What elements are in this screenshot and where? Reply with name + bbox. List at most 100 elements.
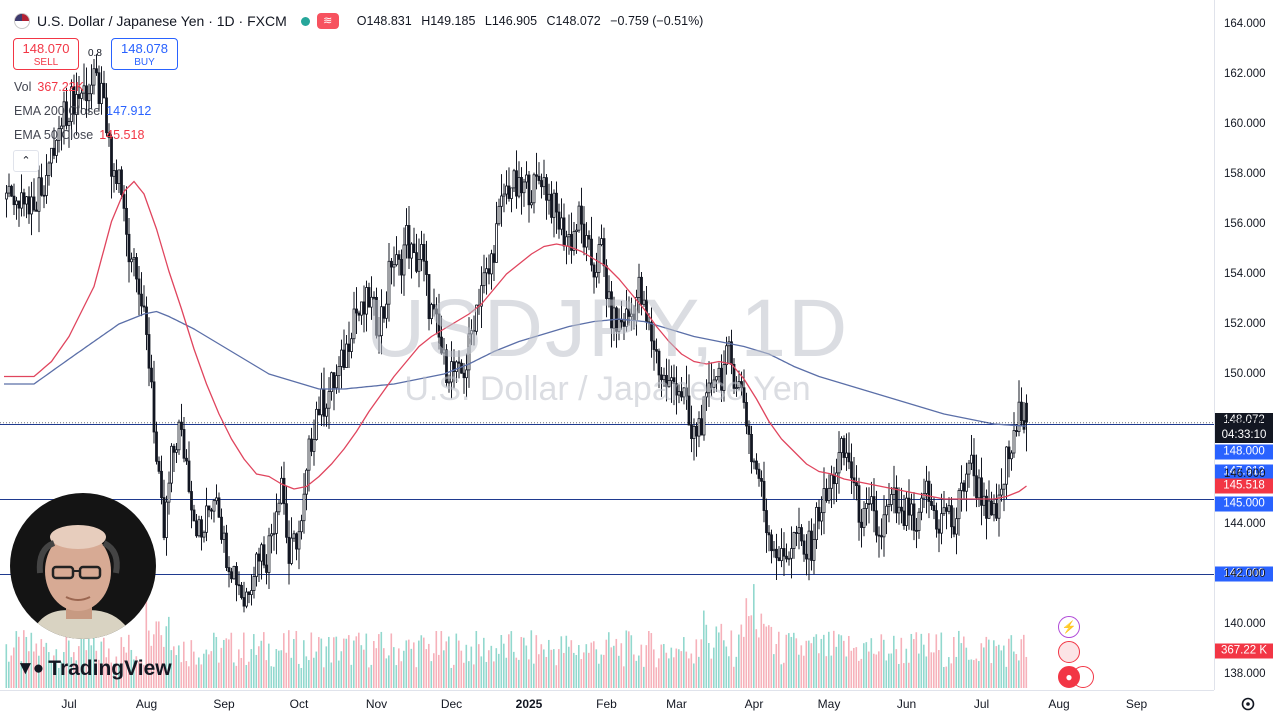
candle-body: [42, 194, 46, 197]
candle-body: [712, 379, 716, 388]
candle-body: [80, 92, 83, 99]
sell-label: SELL: [33, 57, 59, 68]
candle-body: [730, 341, 733, 365]
volume-bar: [713, 647, 715, 688]
volume-bar: [150, 645, 153, 688]
time-tick-label: Jul: [61, 697, 77, 711]
volume-bar: [120, 637, 123, 688]
candle-body: [17, 200, 21, 209]
indicator-volume[interactable]: Vol 367.22K: [14, 80, 84, 94]
candle-body: [480, 285, 483, 307]
candle-body: [570, 234, 573, 251]
volume-bar: [333, 637, 335, 688]
volume-bar: [950, 663, 953, 688]
change-value: −0.759 (−0.51%): [610, 14, 704, 28]
market-open-status-icon[interactable]: [300, 16, 310, 26]
replay-wave-icon[interactable]: ≋: [316, 13, 339, 29]
candle-body: [775, 548, 778, 559]
time-tick-label: Mar: [666, 697, 687, 711]
volume-bar: [258, 646, 260, 688]
volume-bar: [638, 655, 640, 688]
volume-bar: [265, 660, 268, 688]
volume-bar: [48, 652, 50, 688]
open-value: 148.831: [366, 14, 412, 28]
volume-bar: [15, 631, 18, 688]
volume-bar: [23, 630, 25, 688]
volume-bar: [565, 635, 568, 688]
volume-bar: [873, 653, 875, 688]
moving-averages: [0, 180, 1214, 500]
volume-bar: [425, 649, 428, 688]
indicator-ema200[interactable]: EMA 200 Close 147.912: [14, 104, 151, 118]
volume-bar: [435, 631, 438, 688]
candle-body: [867, 503, 871, 505]
volume-bar: [255, 654, 258, 688]
volume-bar: [693, 663, 695, 688]
candle-body: [327, 391, 331, 409]
volume-bar: [870, 638, 873, 688]
candle-body: [825, 488, 828, 501]
candle-body: [572, 231, 576, 251]
candle-body: [997, 494, 1001, 519]
volume-bar: [900, 637, 903, 688]
volume-bar: [458, 640, 460, 688]
candle-body: [720, 367, 723, 391]
candle-body: [937, 528, 941, 534]
indicator-ema50[interactable]: EMA 50 Close 145.518: [14, 128, 144, 142]
volume-bar: [155, 621, 158, 688]
candle-body: [945, 507, 948, 512]
volume-bar: [450, 667, 453, 688]
volume-bar: [320, 638, 323, 688]
volume-bar: [738, 634, 740, 688]
sell-button[interactable]: 148.070 SELL: [13, 38, 79, 70]
us-flag-event-icon[interactable]: [1058, 641, 1080, 663]
volume-bar: [790, 636, 793, 688]
settings-gear-icon[interactable]: [1241, 697, 1255, 711]
lightning-icon[interactable]: ⚡: [1058, 616, 1080, 638]
volume-bar: [668, 658, 670, 688]
symbol-title[interactable]: U.S. Dollar / Japanese Yen · 1D · FXCM: [37, 13, 287, 29]
candle-body: [252, 576, 256, 591]
volume-bar: [1005, 666, 1008, 688]
candle-body: [280, 477, 283, 504]
candle-body: [375, 297, 378, 336]
volume-bar: [675, 648, 678, 688]
volume-bar: [653, 649, 655, 688]
volume-bar: [970, 659, 973, 688]
collapse-legend-button[interactable]: ⌃: [13, 150, 39, 172]
candle-body: [745, 402, 748, 427]
spread-value: 0.8: [88, 48, 102, 59]
candle-body: [520, 177, 523, 194]
volume-bar: [453, 664, 455, 688]
volume-bar: [440, 631, 443, 688]
jp-flag-event-icon[interactable]: ●: [1058, 666, 1080, 688]
candle-body: [197, 519, 201, 537]
candle-body: [337, 366, 341, 377]
volume-bar: [495, 648, 498, 688]
candle-body: [675, 383, 678, 396]
candle-body: [465, 369, 468, 379]
candle-body: [617, 319, 621, 332]
volume-bar: [165, 626, 168, 688]
candles: [5, 54, 1028, 613]
candle-body: [660, 374, 663, 381]
candle-body: [372, 296, 376, 299]
volume-bar: [645, 645, 648, 688]
volume-bar: [130, 649, 133, 688]
candle-body: [452, 361, 456, 372]
candle-body: [177, 421, 181, 451]
candle-body: [552, 192, 556, 218]
volume-bar: [205, 649, 208, 688]
volume-bar: [703, 610, 705, 688]
volume-bar: [1020, 639, 1023, 688]
candle-body: [57, 128, 61, 141]
volume-bar: [928, 633, 930, 688]
buy-button[interactable]: 148.078 BUY: [111, 38, 178, 70]
volume-bar: [145, 597, 148, 688]
volume-bar: [670, 647, 673, 688]
candle-body: [702, 396, 706, 436]
candle-body: [150, 367, 153, 383]
tradingview-logo[interactable]: ▼● TradingView: [16, 657, 172, 681]
volume-bar: [743, 636, 745, 688]
